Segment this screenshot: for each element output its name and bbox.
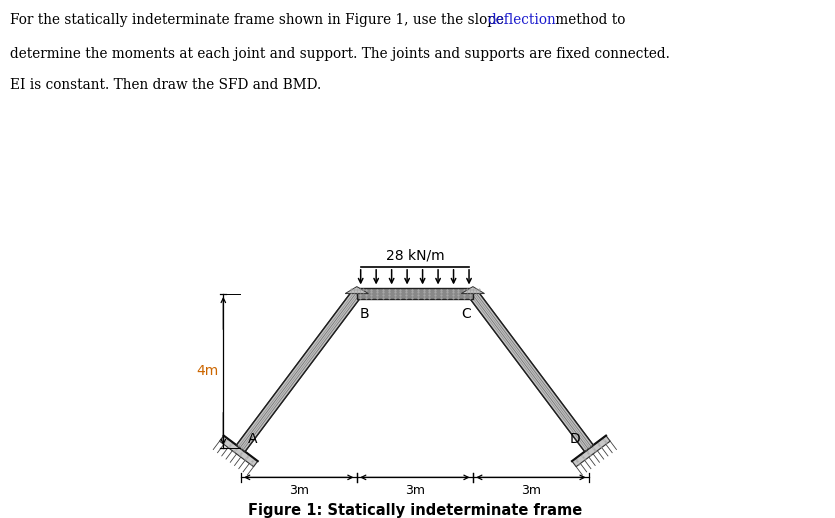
Text: A: A bbox=[248, 433, 257, 447]
Text: For the statically indeterminate frame shown in Figure 1, use the slope: For the statically indeterminate frame s… bbox=[10, 13, 509, 27]
Polygon shape bbox=[468, 290, 594, 452]
Text: deflection: deflection bbox=[488, 13, 556, 27]
Polygon shape bbox=[236, 290, 362, 452]
Text: C: C bbox=[461, 307, 471, 321]
Text: determine the moments at each joint and support. The joints and supports are fix: determine the moments at each joint and … bbox=[10, 47, 670, 61]
Polygon shape bbox=[572, 436, 610, 467]
Polygon shape bbox=[345, 286, 368, 294]
Text: 28 kN/m: 28 kN/m bbox=[386, 248, 444, 262]
Polygon shape bbox=[357, 288, 473, 299]
Text: D: D bbox=[569, 433, 580, 447]
Text: method to: method to bbox=[551, 13, 625, 27]
Text: EI is constant. Then draw the SFD and BMD.: EI is constant. Then draw the SFD and BM… bbox=[10, 78, 321, 92]
Polygon shape bbox=[461, 286, 484, 294]
Text: 4m: 4m bbox=[196, 364, 219, 378]
Text: B: B bbox=[360, 307, 370, 321]
Polygon shape bbox=[220, 436, 258, 467]
Text: 3m: 3m bbox=[289, 484, 309, 497]
Text: 3m: 3m bbox=[521, 484, 541, 497]
Text: Figure 1: Statically indeterminate frame: Figure 1: Statically indeterminate frame bbox=[248, 502, 582, 517]
Text: 3m: 3m bbox=[405, 484, 425, 497]
